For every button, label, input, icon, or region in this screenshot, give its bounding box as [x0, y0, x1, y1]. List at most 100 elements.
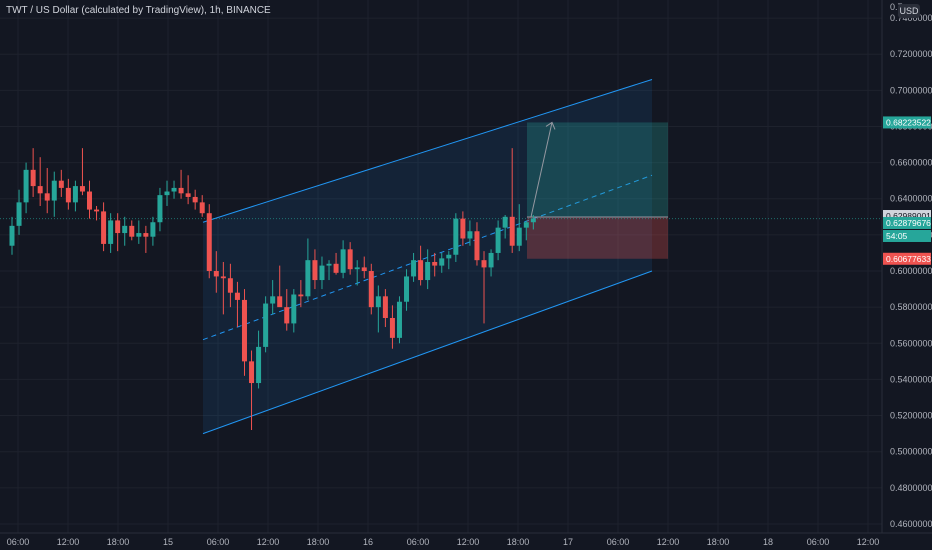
candle-body — [446, 254, 452, 259]
candle-body — [143, 233, 149, 237]
candle-body — [171, 187, 177, 192]
last-price-badge-bg — [883, 216, 931, 229]
candle-body — [509, 216, 515, 246]
candle-body — [136, 233, 142, 237]
candle-body — [411, 260, 417, 277]
candle-body — [361, 267, 367, 272]
candle-body — [37, 186, 43, 194]
candle-body — [270, 296, 276, 304]
projection-arrowhead — [545, 121, 556, 130]
candle-body — [495, 227, 501, 253]
candle-body — [256, 346, 262, 384]
candle-body — [227, 278, 233, 293]
candle-body — [502, 216, 508, 228]
time-tick-label: 12:00 — [857, 537, 880, 547]
candle-body — [354, 267, 360, 270]
candle-body — [72, 186, 78, 203]
candle-body — [206, 213, 212, 272]
candle-body — [389, 317, 395, 338]
price-tick-label: 0.7 — [890, 2, 903, 12]
chart-title: TWT / US Dollar (calculated by TradingVi… — [6, 5, 271, 16]
candle-body — [178, 187, 184, 194]
candle-body — [86, 191, 92, 210]
candle-body — [44, 193, 50, 201]
target-price-badge-bg — [883, 116, 931, 129]
candle-body — [213, 271, 219, 277]
candle-body — [333, 263, 339, 273]
countdown-badge: 54:05 — [886, 231, 908, 241]
stop-price-badge-bg — [883, 252, 931, 265]
candle-body — [220, 276, 226, 279]
candle-body — [94, 209, 100, 212]
candle-body — [263, 303, 269, 347]
candle-body — [157, 195, 163, 223]
candle-body — [79, 186, 85, 192]
candle-body — [404, 276, 410, 302]
candle-body — [16, 202, 22, 226]
channel-lower-line — [202, 270, 653, 435]
candle-body — [396, 301, 402, 338]
candle-body — [319, 265, 325, 281]
candle-body — [185, 193, 191, 197]
time-tick-label: 18 — [763, 537, 773, 547]
candle-body — [298, 294, 304, 297]
currency-button[interactable]: USD — [898, 4, 920, 18]
projection-arrow — [530, 122, 553, 218]
candle-body — [65, 187, 71, 203]
candle-body — [368, 271, 374, 308]
time-tick-label: 18:00 — [507, 537, 530, 547]
time-tick-label: 06:00 — [607, 537, 630, 547]
candle-body — [418, 260, 424, 281]
candle-body — [9, 225, 15, 246]
time-tick-label: 06:00 — [7, 537, 30, 547]
channel-mid-line — [202, 174, 653, 341]
countdown-badge-bg — [883, 229, 931, 242]
candle-body — [241, 299, 247, 362]
candle-body — [425, 261, 431, 281]
candle-body — [488, 252, 494, 268]
candle-body — [115, 220, 121, 234]
time-tick-label: 12:00 — [257, 537, 280, 547]
time-tick-label: 06:00 — [407, 537, 430, 547]
stop-price-badge: 0.60677633 — [886, 254, 931, 264]
target-price-badge: 0.68223522 — [886, 117, 931, 127]
time-axis — [0, 533, 932, 550]
candle-body — [51, 180, 57, 201]
time-tick-label: 12:00 — [657, 537, 680, 547]
candle-body — [467, 231, 473, 239]
time-tick-label: 17 — [563, 537, 573, 547]
candle-body — [481, 260, 487, 268]
candle-body — [474, 231, 480, 261]
time-tick-label: 18:00 — [307, 537, 330, 547]
candle-body — [199, 202, 205, 214]
candle-body — [530, 218, 536, 223]
candle-body — [453, 218, 459, 255]
candle-body — [129, 225, 135, 237]
time-tick-label: 15 — [163, 537, 173, 547]
candle-body — [382, 296, 388, 318]
candle-body — [291, 294, 297, 324]
candle-body — [150, 222, 156, 237]
candle-body — [439, 258, 445, 266]
last-price-badge: 0.62879676 — [886, 218, 931, 228]
candle-body — [516, 227, 522, 246]
time-tick-label: 18:00 — [107, 537, 130, 547]
candle-body — [347, 249, 353, 270]
candle-body — [192, 196, 198, 203]
candle-body — [23, 169, 29, 203]
candle-body — [284, 307, 290, 324]
target-zone — [527, 122, 668, 218]
candle-body — [277, 296, 283, 308]
candle-body — [340, 249, 346, 273]
candle-body — [523, 222, 529, 228]
